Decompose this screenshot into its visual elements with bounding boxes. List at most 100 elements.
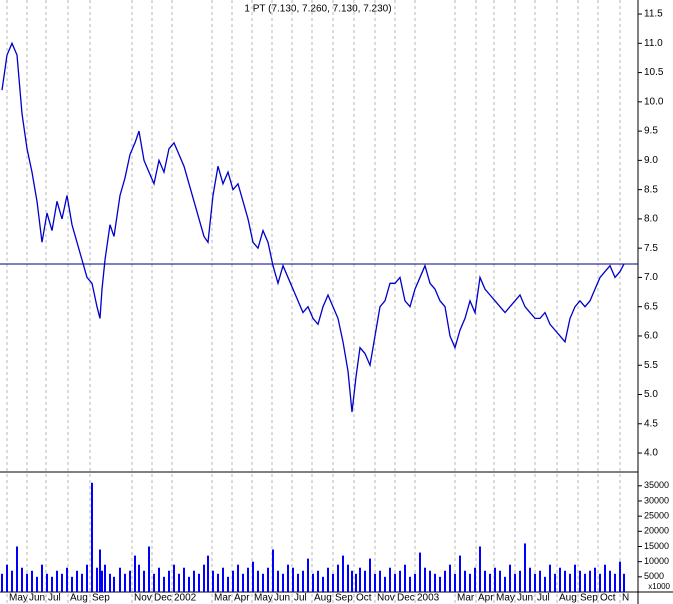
volume-bar bbox=[232, 570, 234, 592]
volume-bar bbox=[529, 567, 531, 592]
y-tick-label: 10.0 bbox=[644, 96, 664, 107]
volume-bar bbox=[134, 555, 136, 592]
y-tick-label: 10000 bbox=[644, 556, 669, 566]
volume-bar bbox=[574, 564, 576, 592]
volume-bar bbox=[203, 564, 205, 592]
volume-bar bbox=[96, 567, 98, 592]
volume-bar bbox=[549, 564, 551, 592]
x-tick-label: Dec bbox=[397, 593, 415, 604]
volume-bar bbox=[544, 576, 546, 592]
x-tick-label: Jun bbox=[274, 593, 290, 604]
volume-bar bbox=[16, 546, 18, 592]
x-tick-label: May bbox=[496, 593, 515, 604]
volume-bar bbox=[322, 576, 324, 592]
y-tick-label: 9.5 bbox=[644, 126, 658, 137]
volume-bar bbox=[609, 570, 611, 592]
volume-bar bbox=[193, 570, 195, 592]
volume-bar bbox=[494, 567, 496, 592]
volume-bar bbox=[509, 564, 511, 592]
volume-bar bbox=[104, 564, 106, 592]
volume-bar bbox=[101, 570, 103, 592]
x-tick-label: Sep bbox=[335, 593, 353, 604]
volume-bar bbox=[434, 573, 436, 592]
volume-bar bbox=[36, 576, 38, 592]
x-tick-label: Sep bbox=[580, 593, 598, 604]
volume-bar bbox=[138, 564, 140, 592]
x-tick-label: Aug bbox=[314, 593, 332, 604]
volume-bar bbox=[569, 573, 571, 592]
volume-bar bbox=[6, 564, 8, 592]
volume-bar bbox=[539, 570, 541, 592]
volume-bar bbox=[604, 564, 606, 592]
volume-bar bbox=[41, 564, 43, 592]
volume-bar bbox=[419, 552, 421, 592]
volume-bar bbox=[252, 561, 254, 592]
x-tick-label: May bbox=[9, 593, 28, 604]
volume-bar bbox=[404, 564, 406, 592]
volume-bar bbox=[81, 573, 83, 592]
volume-bar bbox=[564, 570, 566, 592]
y-tick-label: 4.0 bbox=[644, 448, 658, 459]
volume-bar bbox=[459, 555, 461, 592]
volume-bar bbox=[623, 573, 625, 592]
y-tick-label: 11.5 bbox=[644, 9, 663, 20]
volume-bar bbox=[207, 555, 209, 592]
x-tick-label: Nov bbox=[134, 593, 152, 604]
volume-bar bbox=[212, 570, 214, 592]
y-tick-label: 11.0 bbox=[644, 38, 663, 49]
y-tick-label: 8.5 bbox=[644, 184, 658, 195]
volume-bar bbox=[384, 576, 386, 592]
y-tick-label: 20000 bbox=[644, 526, 669, 536]
price-line bbox=[1, 41, 625, 413]
volume-bar bbox=[1, 573, 3, 592]
volume-bar bbox=[158, 567, 160, 592]
volume-bar bbox=[51, 576, 53, 592]
volume-bar bbox=[267, 567, 269, 592]
volume-bar bbox=[31, 570, 33, 592]
x-tick-label: Mar bbox=[457, 593, 475, 604]
x-tick-label: Oct bbox=[600, 593, 616, 604]
volume-bar bbox=[327, 567, 329, 592]
volume-bar bbox=[444, 570, 446, 592]
volume-bar bbox=[554, 573, 556, 592]
volume-bar bbox=[439, 576, 441, 592]
x-tick-label: Sep bbox=[92, 593, 110, 604]
volume-bar bbox=[46, 573, 48, 592]
volume-bar bbox=[614, 573, 616, 592]
volume-bar bbox=[66, 567, 68, 592]
volume-bar bbox=[317, 570, 319, 592]
y-tick-label: 7.0 bbox=[644, 272, 658, 283]
volume-bar bbox=[599, 573, 601, 592]
volume-bar bbox=[469, 573, 471, 592]
y-tick-label: 4.5 bbox=[644, 418, 658, 429]
volume-bar bbox=[183, 567, 185, 592]
x-tick-label: 2003 bbox=[417, 593, 440, 604]
volume-bar bbox=[464, 570, 466, 592]
volume-bar bbox=[242, 573, 244, 592]
volume-bar bbox=[222, 567, 224, 592]
volume-bar bbox=[173, 564, 175, 592]
y-axis-label: x1000 bbox=[648, 582, 670, 591]
volume-bar bbox=[307, 558, 309, 592]
x-tick-label: May bbox=[254, 593, 273, 604]
y-tick-label: 5000 bbox=[644, 571, 664, 581]
volume-bar bbox=[56, 570, 58, 592]
volume-bar bbox=[91, 482, 93, 592]
volume-bar bbox=[302, 570, 304, 592]
volume-bar bbox=[589, 570, 591, 592]
volume-bar bbox=[359, 567, 361, 592]
volume-bar bbox=[399, 570, 401, 592]
volume-bar bbox=[489, 573, 491, 592]
volume-bar bbox=[129, 570, 131, 592]
volume-bar bbox=[11, 570, 13, 592]
volume-bar bbox=[153, 573, 155, 592]
volume-bar bbox=[449, 564, 451, 592]
x-tick-label: Oct bbox=[356, 593, 372, 604]
x-tick-label: Nov bbox=[377, 593, 395, 604]
volume-bar bbox=[113, 576, 115, 592]
volume-bar bbox=[282, 573, 284, 592]
volume-bar bbox=[514, 573, 516, 592]
x-tick-label: 2002 bbox=[174, 593, 197, 604]
y-tick-label: 5.5 bbox=[644, 360, 658, 371]
